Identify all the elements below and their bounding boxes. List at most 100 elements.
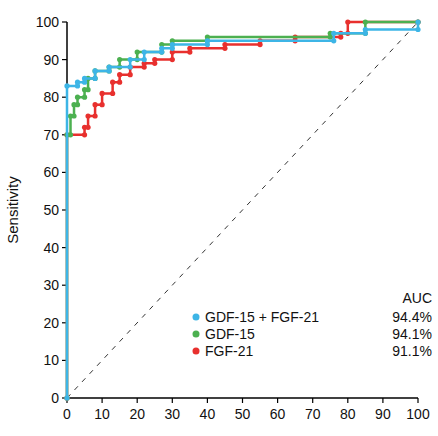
roc-point [152, 57, 157, 62]
roc-point [64, 395, 69, 400]
roc-point [415, 19, 420, 24]
y-tick-label: 100 [36, 14, 60, 30]
roc-point [92, 76, 97, 81]
roc-point [363, 19, 368, 24]
legend-auc: 94.1% [392, 326, 432, 342]
roc-point [205, 38, 210, 43]
roc-point [82, 132, 87, 137]
x-tick-label: 60 [270, 406, 286, 422]
roc-point [82, 95, 87, 100]
reference-diagonal [67, 22, 418, 398]
roc-point [222, 42, 227, 47]
x-tick-label: 90 [375, 406, 391, 422]
y-tick-label: 90 [43, 52, 59, 68]
legend-auc: 94.4% [392, 309, 432, 325]
roc-point [170, 42, 175, 47]
roc-point [82, 76, 87, 81]
x-tick [277, 398, 278, 403]
x-tick [207, 398, 208, 403]
roc-point [92, 102, 97, 107]
legend-marker [193, 314, 200, 321]
legend-marker [193, 348, 200, 355]
x-tick [242, 398, 243, 403]
roc-point [187, 46, 192, 51]
roc-point [170, 42, 175, 47]
roc-point [85, 113, 90, 118]
roc-point [345, 19, 350, 24]
roc-point [92, 68, 97, 73]
roc-line [67, 22, 418, 398]
x-tick-label: 100 [406, 406, 430, 422]
x-tick-label: 40 [200, 406, 216, 422]
roc-point [64, 83, 69, 88]
roc-point [85, 87, 90, 92]
x-tick-label: 20 [129, 406, 145, 422]
roc-point [415, 19, 420, 24]
roc-point [64, 395, 69, 400]
roc-point [75, 80, 80, 85]
roc-point [159, 46, 164, 51]
roc-point [110, 80, 115, 85]
x-tick [137, 398, 138, 403]
roc-point [128, 72, 133, 77]
roc-point [110, 91, 115, 96]
y-tick-label: 10 [43, 352, 59, 368]
roc-point [75, 102, 80, 107]
roc-point [100, 102, 105, 107]
roc-point [64, 395, 69, 400]
roc-point [71, 113, 76, 118]
roc-point [331, 31, 336, 36]
y-tick-label: 0 [51, 390, 59, 406]
roc-point [117, 72, 122, 77]
legend-auc: 91.1% [392, 343, 432, 359]
y-tick-label: 60 [43, 164, 59, 180]
y-tick-label: 20 [43, 315, 59, 331]
y-tick-label: 50 [43, 202, 59, 218]
x-tick-label: 30 [165, 406, 181, 422]
y-axis-label: Sensitivity [4, 176, 21, 244]
legend-title: AUC [402, 290, 432, 306]
roc-line [67, 22, 418, 398]
roc-point [75, 95, 80, 100]
y-tick-label: 70 [43, 127, 59, 143]
roc-point [107, 65, 112, 70]
y-tick [62, 59, 67, 60]
roc-point [128, 57, 133, 62]
roc-point [331, 38, 336, 43]
x-tick [172, 398, 173, 403]
legend-marker [193, 331, 200, 338]
roc-point [117, 80, 122, 85]
roc-point [415, 19, 420, 24]
roc-point [85, 125, 90, 130]
y-tick [62, 21, 67, 22]
legend-label: GDF-15 [205, 326, 255, 342]
roc-point [128, 65, 133, 70]
roc-point [135, 49, 140, 54]
x-tick-label: 80 [340, 406, 356, 422]
roc-point [92, 68, 97, 73]
roc-point [363, 27, 368, 32]
x-tick [417, 398, 418, 403]
y-tick-label: 40 [43, 240, 59, 256]
roc-point [170, 57, 175, 62]
legend-label: GDF-15 + FGF-21 [205, 309, 319, 325]
plot-area [64, 19, 420, 400]
x-tick [382, 398, 383, 403]
x-tick-label: 70 [305, 406, 321, 422]
roc-point [100, 91, 105, 96]
roc-point [142, 57, 147, 62]
y-tick-label: 80 [43, 89, 59, 105]
x-tick-label: 10 [94, 406, 110, 422]
roc-point [205, 38, 210, 43]
legend-label: FGF-21 [205, 343, 253, 359]
chart: 0102030405060708090100010203040506070809… [0, 0, 438, 436]
y-tick-label: 30 [43, 277, 59, 293]
roc-point [92, 113, 97, 118]
roc-point [415, 27, 420, 32]
x-tick [101, 398, 102, 403]
roc-point [128, 65, 133, 70]
roc-point [142, 49, 147, 54]
roc-point [107, 65, 112, 70]
x-tick-label: 0 [63, 406, 71, 422]
x-tick [347, 398, 348, 403]
